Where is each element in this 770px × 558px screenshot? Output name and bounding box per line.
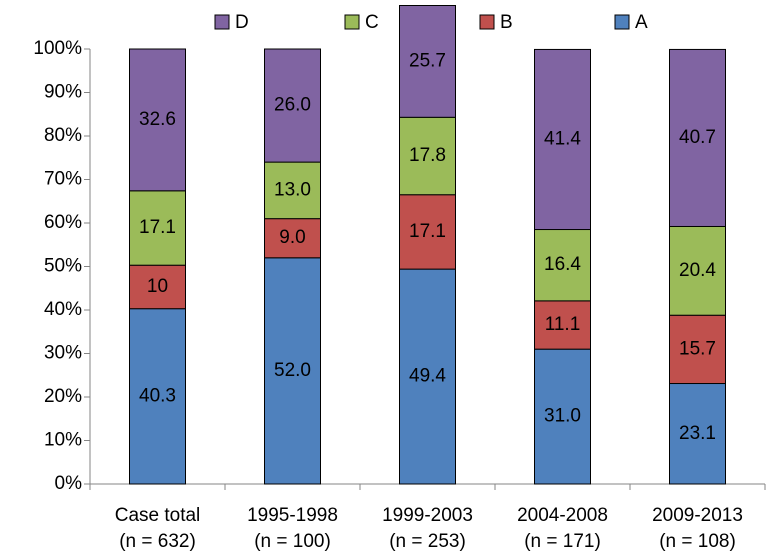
bar-segment [399,194,456,270]
y-tick-label: 90% [44,82,82,103]
legend-swatch [344,14,360,30]
legend-swatch [479,14,495,30]
value-label: 13.0 [274,179,311,200]
x-tick-label: 2004-2008 (n = 171) [517,505,608,552]
x-tick-label: 1999-2003 (n = 253) [382,505,473,552]
legend-swatch [214,14,230,30]
y-tick-label: 100% [33,38,82,59]
bar-segment [669,383,726,485]
value-label: 10 [147,276,168,297]
y-tick-label: 80% [44,125,82,146]
y-tick-label: 10% [44,430,82,451]
bar-segment [399,5,456,118]
bar-segment [264,257,321,485]
value-label: 17.1 [139,217,176,238]
legend-label: C [365,12,379,33]
value-label: 52.0 [274,360,311,381]
value-label: 31.0 [544,406,581,427]
x-tick-label: 1995-1998 (n = 100) [247,505,338,552]
bar-segment [534,348,591,485]
bar-segment [129,48,186,192]
y-tick-label: 20% [44,386,82,407]
value-label: 26.0 [274,95,311,116]
bar-segment [264,161,321,220]
value-label: 40.7 [679,127,716,148]
legend-label: B [500,12,513,33]
value-label: 41.4 [544,128,581,149]
bar-segment [264,48,321,163]
y-tick-label: 0% [55,473,83,494]
y-tick-label: 50% [44,256,82,277]
y-tick-label: 70% [44,169,82,190]
bar-segment [534,300,591,350]
value-label: 25.7 [409,50,446,71]
bar-segment [129,264,186,310]
legend-label: D [235,12,249,33]
y-tick-label: 30% [44,343,82,364]
value-label: 16.4 [544,254,581,275]
value-label: 9.0 [279,227,305,248]
bar-segment [669,314,726,385]
value-label: 17.1 [409,221,446,242]
y-tick-label: 40% [44,299,82,320]
y-tick-label: 60% [44,212,82,233]
bar-segment [399,116,456,196]
value-label: 15.7 [679,338,716,359]
legend-swatch [614,14,630,30]
value-label: 23.1 [679,423,716,444]
value-label: 11.1 [545,314,581,335]
bar-segment [534,48,591,231]
x-tick-label: Case total (n = 632) [115,505,201,552]
legend-label: A [635,12,648,33]
bar-segment [399,268,456,485]
value-label: 32.6 [139,109,176,130]
bar-segment [669,48,726,227]
bar-segment [669,225,726,316]
x-tick-label: 2009-2013 (n = 108) [652,505,743,552]
bar-segment [129,190,186,266]
value-label: 17.8 [409,145,446,166]
value-label: 49.4 [409,366,446,387]
value-label: 40.3 [139,385,176,406]
value-label: 20.4 [679,260,716,281]
